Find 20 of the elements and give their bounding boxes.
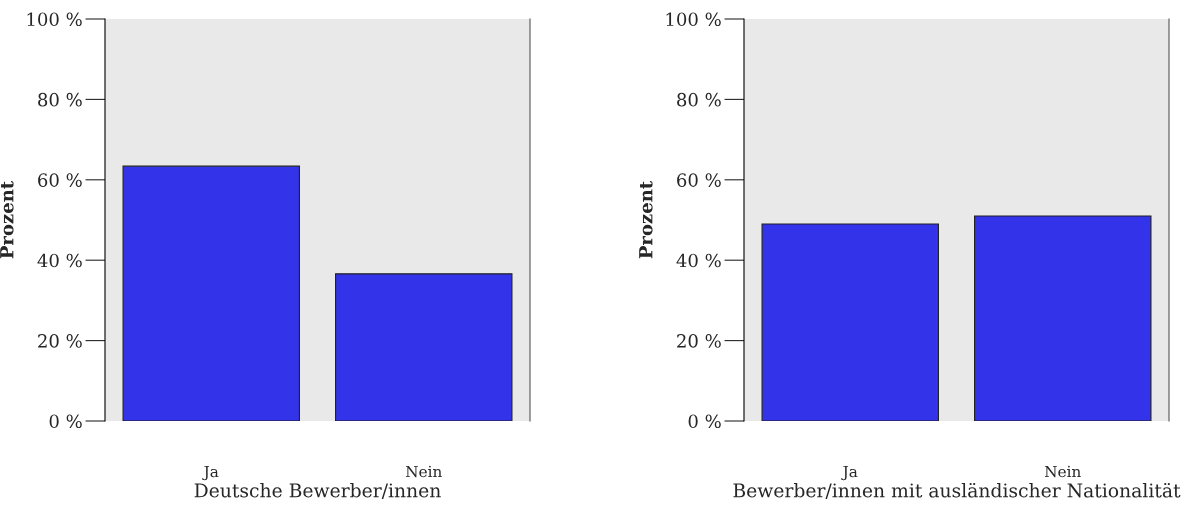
x-tick-label: Nein — [1044, 465, 1081, 478]
y-tick-label: 0 % — [688, 414, 721, 429]
x-tick-label: Nein — [405, 465, 442, 478]
y-tick-label: 60 % — [38, 173, 82, 187]
y-axis-title: Prozent — [0, 180, 14, 259]
y-tick-label: 100 % — [666, 12, 721, 27]
y-tick-label: 60 % — [677, 173, 721, 187]
y-tick-label: 20 % — [677, 334, 721, 348]
y-tick-label: 40 % — [37, 253, 82, 268]
x-axis-title: Bewerber/innen mit ausländischer Nationalität — [733, 482, 1181, 499]
x-axis-title: Deutsche Bewerber/innen — [194, 483, 441, 499]
y-tick-label: 0 % — [49, 414, 82, 429]
y-axis-title: Prozent — [639, 180, 653, 259]
y-tick-label: 100 % — [27, 12, 82, 27]
y-tick-label: 80 % — [38, 92, 82, 107]
y-tick-label: 20 % — [38, 334, 82, 348]
y-tick-label: 80 % — [677, 92, 721, 107]
y-tick-label: 40 % — [676, 253, 721, 268]
x-tick-label: Ja — [841, 465, 858, 481]
x-tick-label: Ja — [202, 465, 219, 481]
